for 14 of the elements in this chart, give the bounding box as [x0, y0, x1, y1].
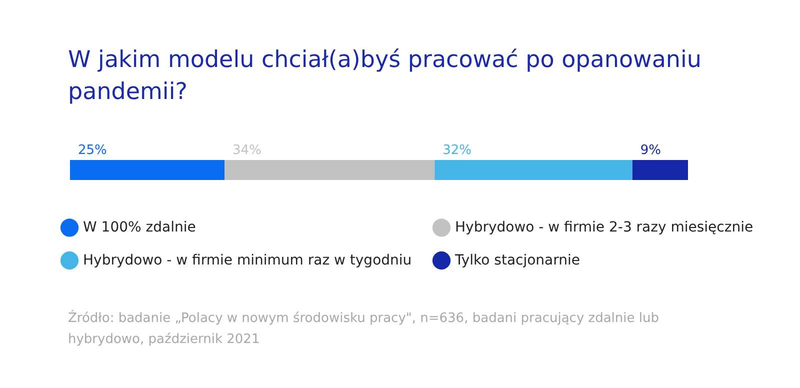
bar	[224, 160, 435, 180]
data-label: 34%	[232, 143, 262, 158]
data-label: 32%	[442, 143, 472, 158]
bar	[632, 160, 688, 180]
legend-label: Tylko stacjonarnie	[454, 252, 580, 268]
chart-title: W jakim modelu chciał(a)byś pracować po opanowaniu pandemii?	[68, 47, 702, 105]
data-label: 25%	[78, 143, 107, 158]
bar	[70, 160, 224, 180]
legend-label: Hybrydowo - w firmie minimum raz w tygodniu	[83, 252, 412, 268]
text: Źródło: badanie „Polacy w nowym środowisku pracy", n=636, badani pracujący zdalnie lub hybrydowo, październik 2021	[68, 309, 660, 347]
legend-label: Hybrydowo - w firmie 2-3 razy miesięcznie	[455, 220, 754, 236]
legend-label: W 100% zdalnie	[83, 220, 196, 236]
data-label: 9%	[640, 143, 662, 158]
bar	[434, 160, 632, 180]
